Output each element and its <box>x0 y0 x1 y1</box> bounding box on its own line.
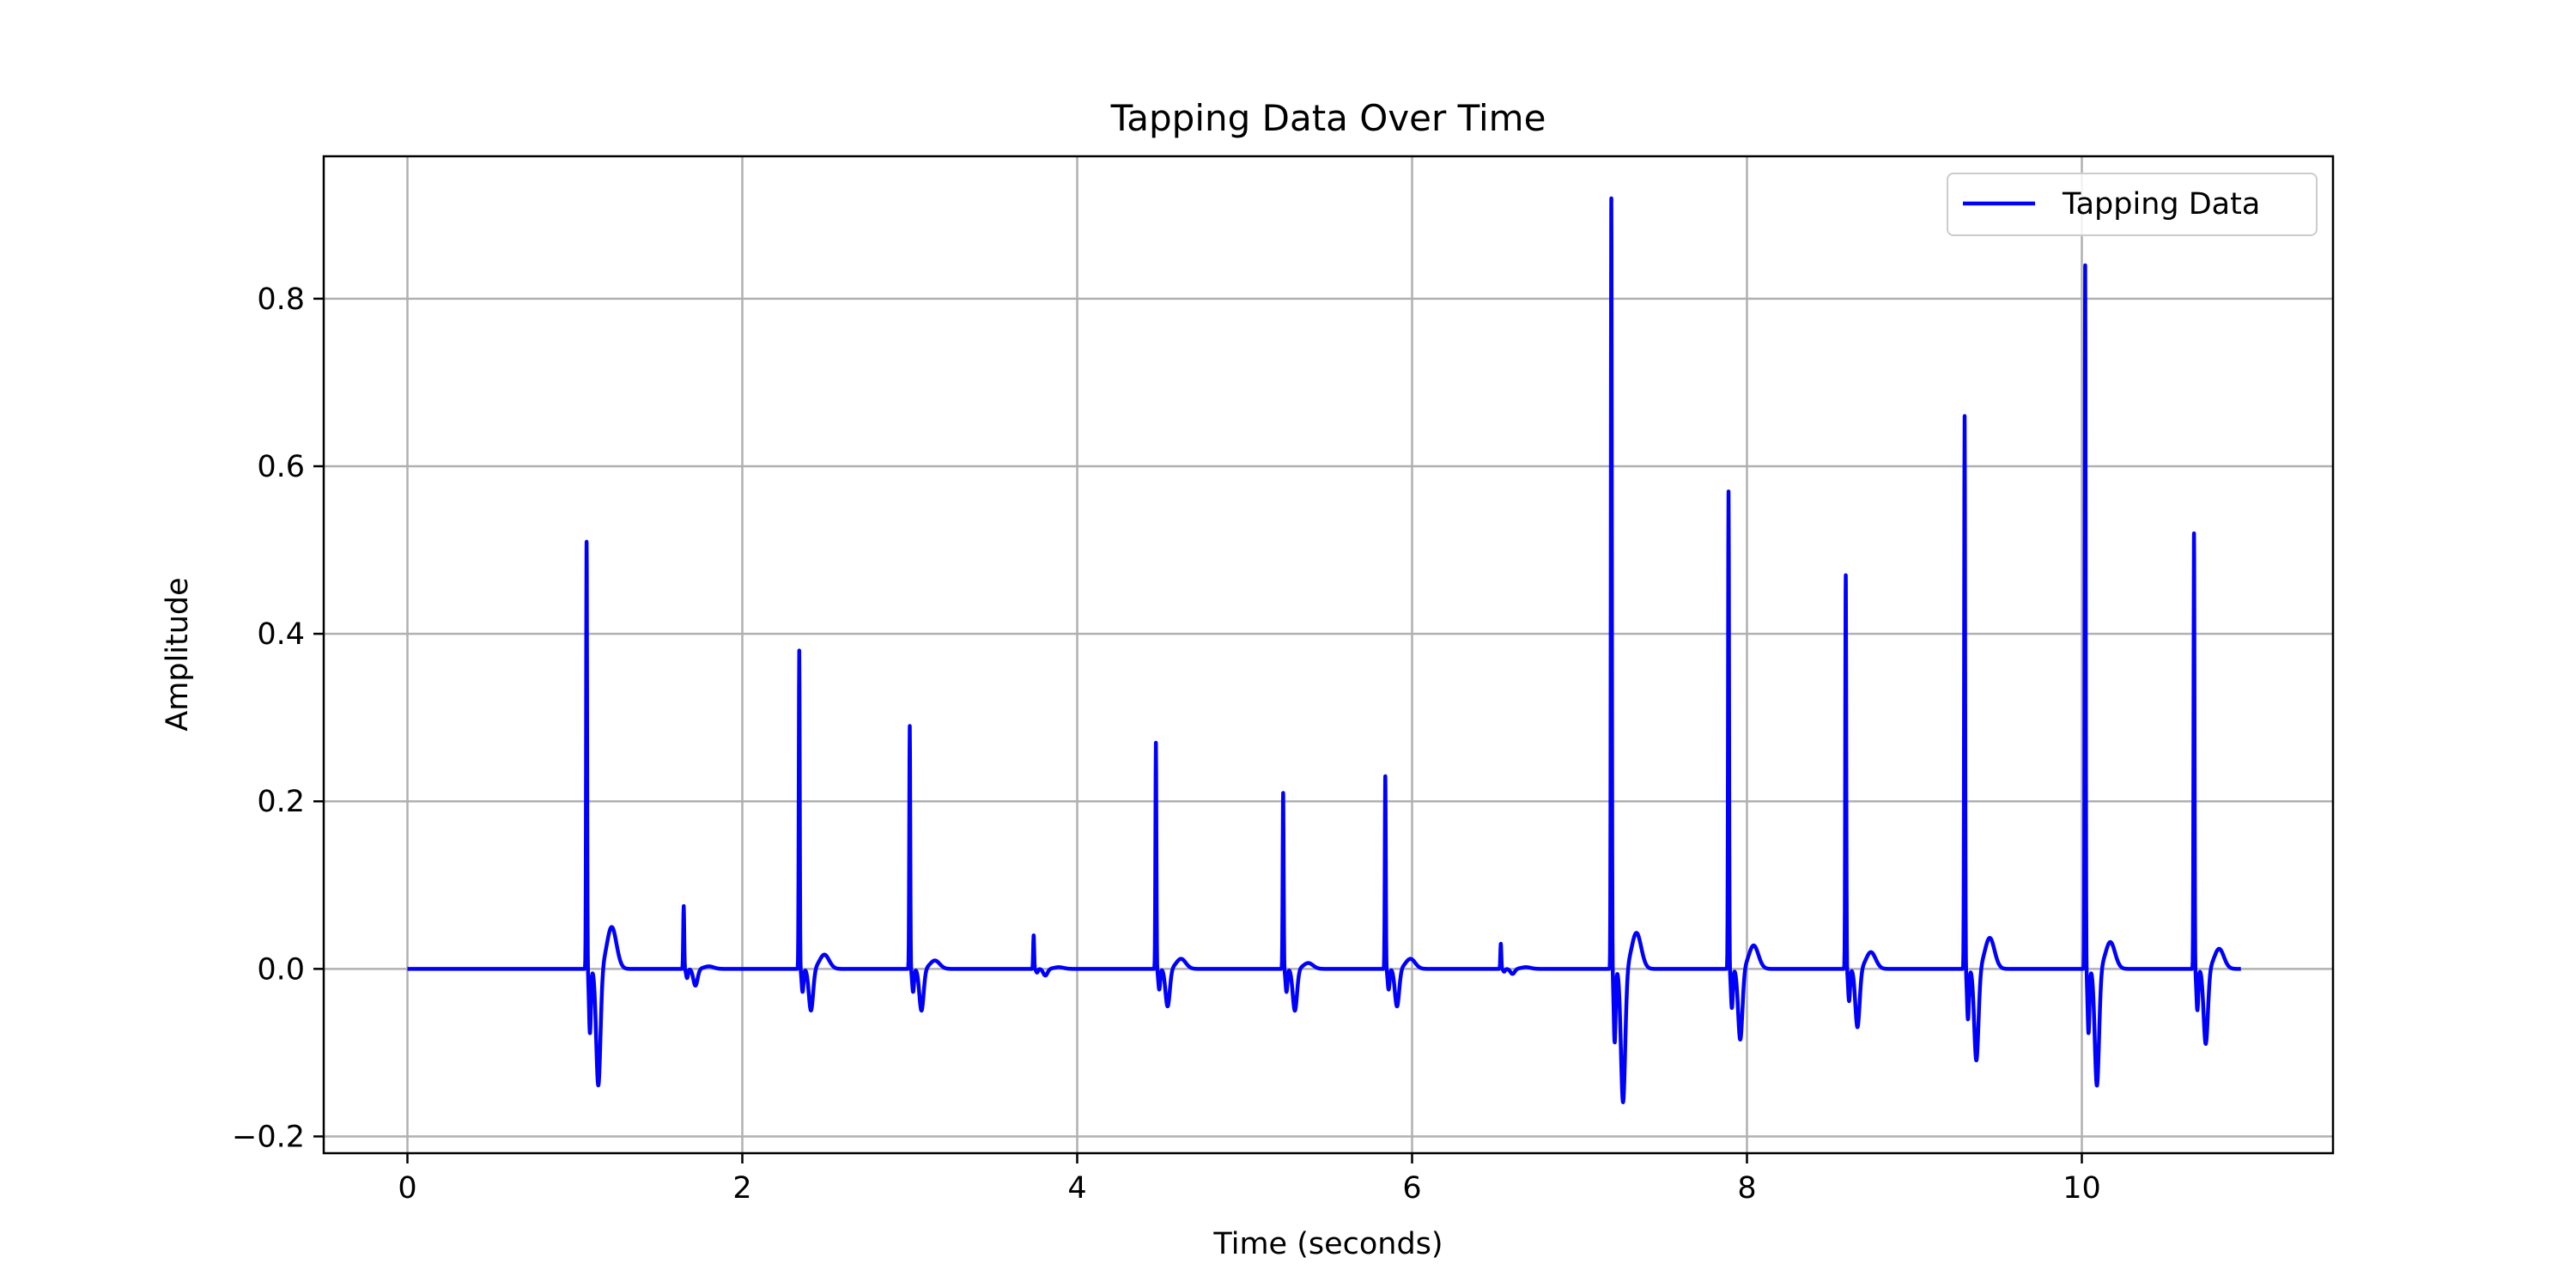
x-axis-ticks: 0 2 4 6 8 10 <box>398 1153 2101 1206</box>
chart-title: Tapping Data Over Time <box>1110 97 1546 139</box>
y-axis-label: Amplitude <box>161 577 195 731</box>
legend-box <box>1947 173 2318 236</box>
x-axis-label: Time (seconds) <box>1212 1227 1443 1261</box>
legend: Tapping Data <box>1947 173 2318 236</box>
x-tick-label: 0 <box>398 1171 416 1206</box>
legend-entry-tapping-data: Tapping Data <box>2062 187 2260 222</box>
y-axis-ticks: −0.2 0.0 0.2 0.4 0.6 0.8 <box>232 283 324 1154</box>
plot-area <box>405 196 2243 1104</box>
x-tick-label: 10 <box>2063 1171 2101 1206</box>
x-tick-label: 2 <box>732 1171 751 1206</box>
y-tick-label: −0.2 <box>232 1120 305 1154</box>
x-tick-label: 8 <box>1737 1171 1756 1206</box>
axes-frame <box>322 155 2335 1155</box>
y-tick-label: 0.6 <box>257 450 305 484</box>
x-tick-label: 4 <box>1067 1171 1086 1206</box>
y-tick-label: 0.8 <box>257 283 305 317</box>
y-tick-label: 0.4 <box>257 617 305 652</box>
x-tick-label: 6 <box>1402 1171 1421 1206</box>
series-line-tapping-data <box>405 196 2243 1104</box>
y-tick-label: 0.0 <box>257 952 305 987</box>
y-tick-label: 0.2 <box>257 785 305 819</box>
